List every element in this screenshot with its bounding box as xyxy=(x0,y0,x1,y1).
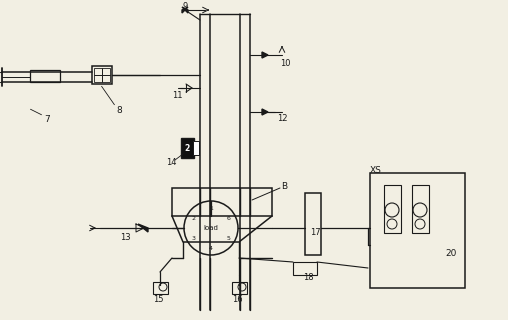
Text: 9: 9 xyxy=(182,2,187,11)
Text: 7: 7 xyxy=(44,115,50,124)
Bar xyxy=(92,66,112,84)
Text: 10: 10 xyxy=(280,59,290,68)
Text: 2: 2 xyxy=(192,215,196,220)
Text: 5: 5 xyxy=(227,236,230,241)
Text: 14: 14 xyxy=(166,157,176,166)
Text: 11: 11 xyxy=(172,91,182,100)
Text: load: load xyxy=(204,225,218,231)
Text: XS: XS xyxy=(370,165,382,174)
Bar xyxy=(102,75,110,82)
Bar xyxy=(293,262,317,275)
Text: 6: 6 xyxy=(227,215,230,220)
Bar xyxy=(232,282,247,294)
Polygon shape xyxy=(182,7,188,13)
Text: B: B xyxy=(281,181,287,190)
Bar xyxy=(193,141,199,155)
Bar xyxy=(181,138,194,158)
Bar xyxy=(384,185,401,233)
Text: 3: 3 xyxy=(192,236,196,241)
Text: 12: 12 xyxy=(277,114,287,123)
Bar xyxy=(370,173,465,288)
Bar xyxy=(30,70,60,82)
Polygon shape xyxy=(262,52,268,58)
Text: 18: 18 xyxy=(303,274,313,283)
Polygon shape xyxy=(182,7,188,13)
Bar xyxy=(172,188,272,216)
Text: 1: 1 xyxy=(209,205,213,211)
Text: 4: 4 xyxy=(209,245,213,251)
Bar xyxy=(94,75,102,82)
Polygon shape xyxy=(262,109,268,115)
Text: 2: 2 xyxy=(184,143,189,153)
Polygon shape xyxy=(138,224,148,232)
Text: 20: 20 xyxy=(446,249,457,258)
Bar xyxy=(94,68,102,75)
Text: 13: 13 xyxy=(120,233,131,242)
Bar xyxy=(305,193,321,255)
Text: 8: 8 xyxy=(116,106,122,115)
Text: 17: 17 xyxy=(310,228,321,236)
Bar xyxy=(102,68,110,75)
Text: 16: 16 xyxy=(232,295,242,305)
Bar xyxy=(153,282,168,294)
Text: 15: 15 xyxy=(153,295,163,305)
Bar xyxy=(412,185,429,233)
